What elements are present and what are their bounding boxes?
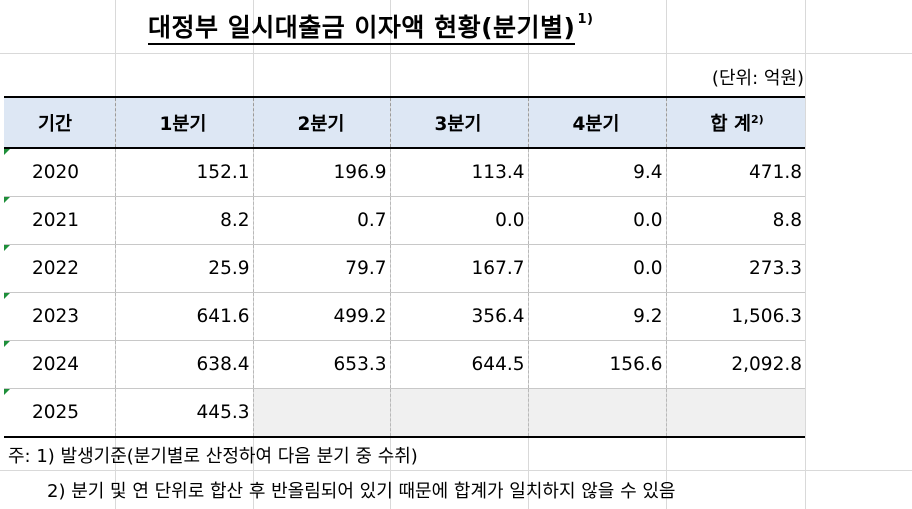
header-period[interactable]: 기간: [4, 96, 115, 149]
value-cell[interactable]: 156.6: [527, 340, 666, 389]
year-cell[interactable]: 2022: [4, 244, 115, 293]
value-cell[interactable]: 638.4: [114, 340, 253, 389]
table-row: 2023 641.6 499.2 356.4 9.2 1,506.3: [4, 292, 805, 341]
value-cell[interactable]: 0.0: [389, 196, 528, 245]
value-cell[interactable]: 0.0: [527, 196, 666, 245]
year-cell[interactable]: 2025: [4, 388, 115, 438]
unit-label: (단위: 억원): [711, 68, 804, 89]
value-cell[interactable]: 152.1: [114, 148, 253, 197]
value-cell[interactable]: 0.7: [252, 196, 390, 245]
interest-table: 기간 1분기 2분기 3분기 4분기 합 계2) 2020 152.1 196.…: [4, 96, 805, 438]
gridline: [0, 470, 912, 471]
gridline: [805, 0, 806, 509]
year-cell[interactable]: 2021: [4, 196, 115, 245]
gridline: [0, 53, 912, 54]
title-text: 대정부 일시대출금 이자액 현황(분기별): [148, 13, 576, 45]
year-cell[interactable]: 2020: [4, 148, 115, 197]
header-q3[interactable]: 3분기: [389, 96, 528, 149]
value-cell[interactable]: 196.9: [252, 148, 390, 197]
table-row: 2025 445.3: [4, 388, 805, 438]
value-cell[interactable]: 113.4: [389, 148, 528, 197]
footnote-2: 2) 분기 및 연 단위로 합산 후 반올림되어 있기 때문에 합계가 일치하지…: [47, 481, 676, 502]
value-cell[interactable]: 653.3: [252, 340, 390, 389]
empty-cell[interactable]: [252, 388, 390, 438]
header-total-label: 합 계: [710, 113, 751, 135]
header-q4[interactable]: 4분기: [527, 96, 666, 149]
total-cell[interactable]: 2,092.8: [665, 340, 805, 389]
empty-cell[interactable]: [527, 388, 666, 438]
header-row: 기간 1분기 2분기 3분기 4분기 합 계2): [4, 96, 805, 149]
value-cell[interactable]: 9.4: [527, 148, 666, 197]
total-cell[interactable]: 8.8: [665, 196, 805, 245]
empty-cell[interactable]: [665, 388, 805, 438]
total-cell[interactable]: 471.8: [665, 148, 805, 197]
value-cell[interactable]: 641.6: [114, 292, 253, 341]
total-footnote-marker: 2): [750, 112, 764, 126]
value-cell[interactable]: 8.2: [114, 196, 253, 245]
table-row: 2024 638.4 653.3 644.5 156.6 2,092.8: [4, 340, 805, 389]
value-cell[interactable]: 0.0: [527, 244, 666, 293]
header-q2[interactable]: 2분기: [252, 96, 390, 149]
year-cell[interactable]: 2024: [4, 340, 115, 389]
empty-cell[interactable]: [389, 388, 528, 438]
value-cell[interactable]: 167.7: [389, 244, 528, 293]
value-cell[interactable]: 79.7: [252, 244, 390, 293]
value-cell[interactable]: 25.9: [114, 244, 253, 293]
year-cell[interactable]: 2023: [4, 292, 115, 341]
table-row: 2021 8.2 0.7 0.0 0.0 8.8: [4, 196, 805, 245]
footnote-1: 주: 1) 발생기준(분기별로 산정하여 다음 분기 중 수취): [8, 446, 418, 467]
value-cell[interactable]: 356.4: [389, 292, 528, 341]
page-title: 대정부 일시대출금 이자액 현황(분기별) 1): [148, 8, 594, 45]
value-cell[interactable]: 644.5: [389, 340, 528, 389]
total-cell[interactable]: 273.3: [665, 244, 805, 293]
table-row: 2020 152.1 196.9 113.4 9.4 471.8: [4, 148, 805, 197]
total-cell[interactable]: 1,506.3: [665, 292, 805, 341]
table-row: 2022 25.9 79.7 167.7 0.0 273.3: [4, 244, 805, 293]
value-cell[interactable]: 445.3: [114, 388, 253, 438]
title-footnote-marker: 1): [577, 11, 594, 27]
header-q1[interactable]: 1분기: [114, 96, 253, 149]
header-total[interactable]: 합 계2): [665, 96, 805, 149]
value-cell[interactable]: 499.2: [252, 292, 390, 341]
value-cell[interactable]: 9.2: [527, 292, 666, 341]
